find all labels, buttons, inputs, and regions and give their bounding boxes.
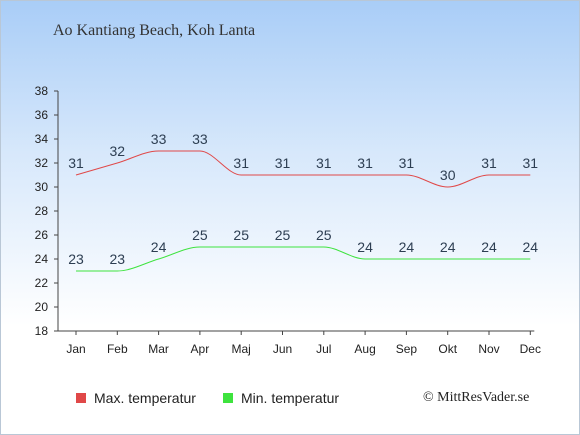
- x-tick-label: Sep: [396, 342, 418, 356]
- x-tick-label: Okt: [438, 342, 457, 356]
- min-data-label: 25: [316, 227, 332, 243]
- max-data-label: 31: [68, 155, 84, 171]
- x-tick-label: Maj: [232, 342, 251, 356]
- max-data-label: 31: [523, 155, 539, 171]
- y-tick-label: 24: [35, 252, 49, 266]
- x-tick-label: Dec: [520, 342, 541, 356]
- max-data-label: 31: [275, 155, 291, 171]
- chart-title: Ao Kantiang Beach, Koh Lanta: [53, 22, 256, 39]
- min-data-label: 24: [357, 239, 373, 255]
- y-tick-label: 34: [35, 132, 49, 146]
- y-tick-label: 26: [35, 228, 49, 242]
- x-tick-label: Jan: [66, 342, 85, 356]
- legend-min-swatch: [223, 393, 233, 403]
- min-series-line: [76, 246, 531, 272]
- max-data-label: 31: [316, 155, 332, 171]
- x-tick-label: Jul: [316, 342, 331, 356]
- min-data-label: 25: [233, 227, 249, 243]
- legend-max-swatch: [76, 393, 86, 403]
- legend-max-label: Max. temperatur: [94, 390, 196, 406]
- max-data-label: 31: [399, 155, 415, 171]
- x-tick-label: Feb: [107, 342, 128, 356]
- credit-text: © MittResVader.se: [423, 390, 530, 405]
- legend-max: Max. temperatur: [76, 390, 196, 406]
- max-data-label: 32: [110, 143, 126, 159]
- y-tick-label: 28: [35, 204, 49, 218]
- x-tick-label: Apr: [191, 342, 210, 356]
- min-data-label: 24: [151, 239, 167, 255]
- max-data-label: 31: [357, 155, 373, 171]
- y-tick-label: 38: [35, 84, 49, 98]
- min-data-label: 24: [399, 239, 415, 255]
- legend-min-label: Min. temperatur: [241, 390, 340, 406]
- x-tick-label: Nov: [478, 342, 499, 356]
- legend-min: Min. temperatur: [223, 390, 339, 406]
- max-data-label: 33: [151, 131, 167, 147]
- min-data-label: 24: [440, 239, 456, 255]
- x-tick-label: Mar: [148, 342, 169, 356]
- y-tick-label: 32: [35, 156, 49, 170]
- max-series-line: [75, 150, 531, 188]
- min-data-label: 23: [68, 251, 84, 267]
- y-tick-label: 30: [35, 180, 49, 194]
- min-data-label: 25: [275, 227, 291, 243]
- min-data-label: 24: [481, 239, 497, 255]
- max-data-label: 31: [233, 155, 249, 171]
- min-data-label: 23: [110, 251, 126, 267]
- y-tick-label: 20: [35, 300, 49, 314]
- max-data-label: 33: [192, 131, 208, 147]
- y-tick-label: 18: [35, 324, 49, 338]
- x-tick-label: Jun: [273, 342, 292, 356]
- y-tick-label: 22: [35, 276, 49, 290]
- y-tick-label: 36: [35, 108, 49, 122]
- max-data-label: 30: [440, 167, 456, 183]
- min-data-label: 24: [523, 239, 539, 255]
- max-data-label: 31: [481, 155, 497, 171]
- x-tick-label: Aug: [354, 342, 375, 356]
- min-data-label: 25: [192, 227, 208, 243]
